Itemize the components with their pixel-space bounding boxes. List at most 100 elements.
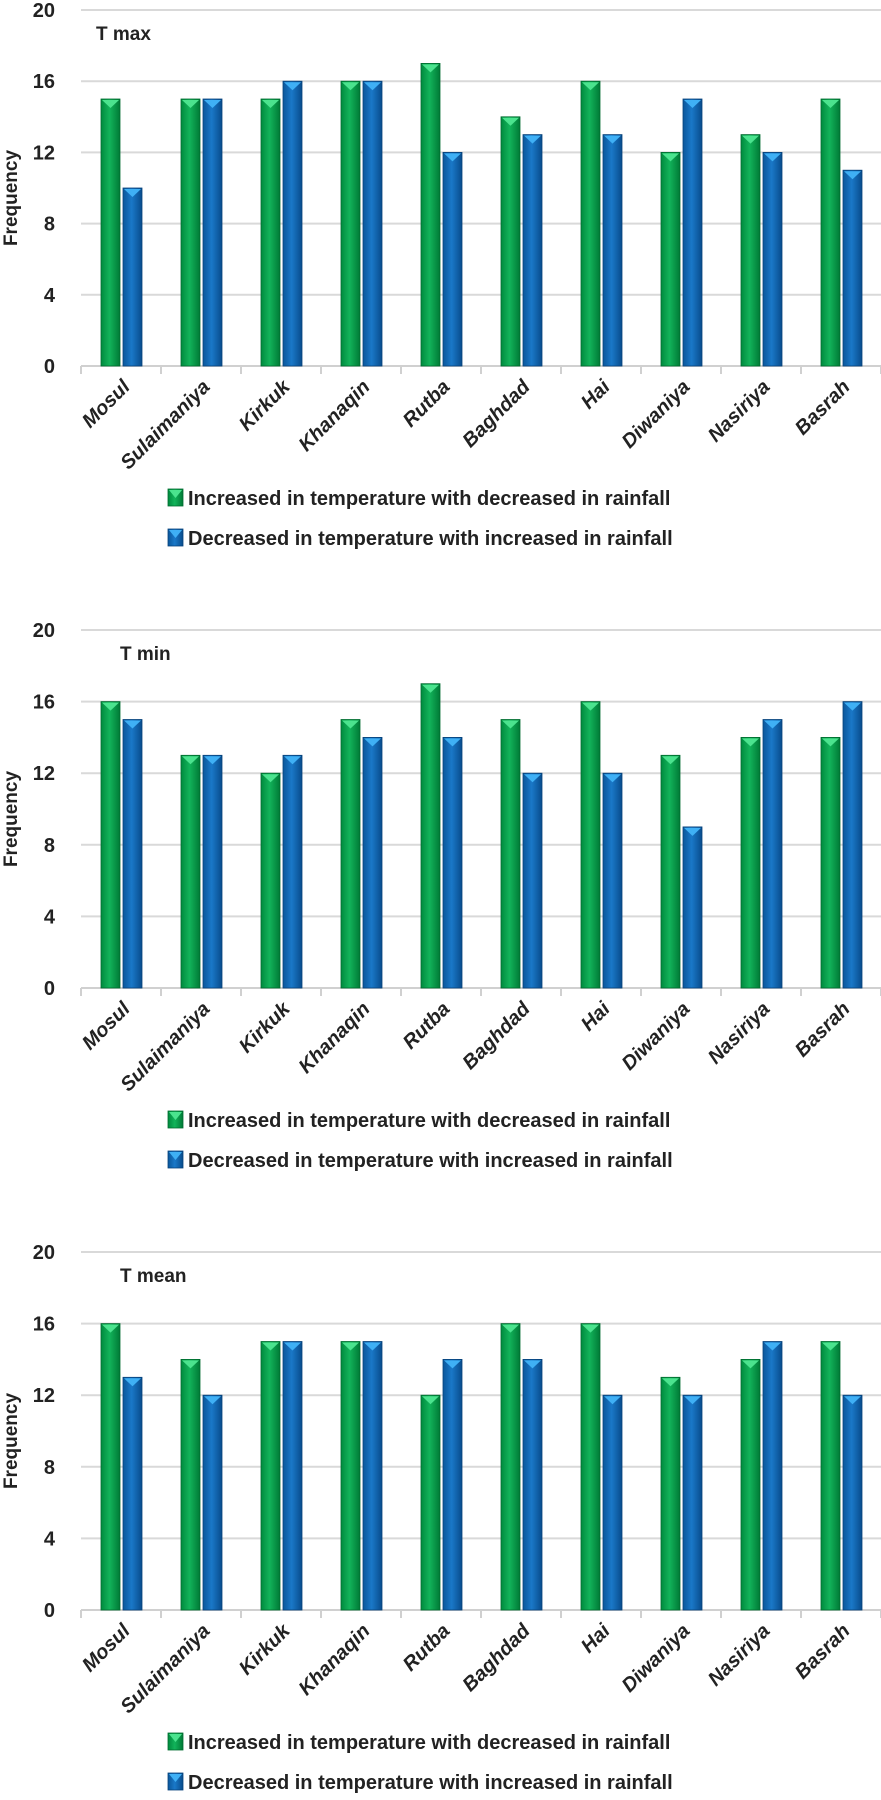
legend-item: Increased in temperature with decreased … — [167, 1732, 670, 1754]
bar-nasiriya-increased-temp — [740, 1359, 761, 1611]
y-tick-label: 0 — [44, 356, 55, 378]
legend-label: Increased in temperature with decreased … — [188, 488, 670, 510]
bar-rutba-increased-temp — [420, 1394, 441, 1611]
legend-item: Decreased in temperature with increased … — [167, 528, 673, 550]
x-tick-label: Hai — [577, 376, 615, 414]
bar-rutba-decreased-temp — [442, 1359, 463, 1611]
bar-diwaniya-increased-temp — [660, 1376, 681, 1611]
x-tick-label: Nasiriya — [704, 1620, 775, 1691]
bar-khanaqin-increased-temp — [340, 80, 361, 367]
x-tick-label: Khanaqin — [295, 998, 375, 1078]
y-tick-label: 8 — [44, 1457, 55, 1479]
bar-baghdad-decreased-temp — [522, 134, 543, 367]
bar-mosul-decreased-temp — [122, 1376, 143, 1611]
bar-hai-decreased-temp — [602, 772, 623, 989]
bar-nasiriya-increased-temp — [740, 134, 761, 367]
bar-khanaqin-increased-temp — [340, 719, 361, 989]
chart-title: T min — [120, 644, 171, 665]
bar-sulaimaniya-decreased-temp — [202, 98, 223, 367]
bar-nasiriya-increased-temp — [740, 737, 761, 989]
bar-kirkuk-decreased-temp — [282, 754, 303, 989]
x-tick-label: Rutba — [399, 376, 455, 432]
bar-basrah-decreased-temp — [842, 169, 863, 367]
bar-baghdad-decreased-temp — [522, 772, 543, 989]
x-tick-label: Diwaniya — [618, 376, 695, 453]
bar-khanaqin-decreased-temp — [362, 80, 383, 367]
bar-hai-increased-temp — [580, 80, 601, 367]
y-tick-label: 12 — [33, 142, 55, 164]
y-tick-label: 8 — [44, 214, 55, 236]
x-tick-label: Rutba — [399, 998, 455, 1054]
bar-diwaniya-decreased-temp — [682, 1394, 703, 1611]
x-tick-label: Basrah — [791, 1620, 855, 1684]
x-tick-label: Nasiriya — [704, 376, 775, 447]
bar-sulaimaniya-increased-temp — [180, 754, 201, 989]
bar-kirkuk-increased-temp — [260, 1341, 281, 1611]
x-tick-label: Diwaniya — [618, 998, 695, 1075]
x-tick-label: Kirkuk — [235, 1619, 295, 1679]
bar-nasiriya-decreased-temp — [762, 719, 783, 989]
y-tick-label: 0 — [44, 978, 55, 1000]
bar-rutba-decreased-temp — [442, 151, 463, 367]
bar-baghdad-increased-temp — [500, 1323, 521, 1611]
bar-sulaimaniya-increased-temp — [180, 98, 201, 367]
y-axis-label: Frequency — [1, 1393, 22, 1490]
x-tick-label: Kirkuk — [235, 375, 295, 435]
bar-basrah-increased-temp — [820, 1341, 841, 1611]
legend-item: Increased in temperature with decreased … — [167, 488, 670, 510]
bar-kirkuk-increased-temp — [260, 98, 281, 367]
chart-title: T mean — [120, 1266, 187, 1287]
bar-basrah-increased-temp — [820, 737, 841, 989]
y-tick-label: 12 — [33, 763, 55, 785]
x-tick-label: Khanaqin — [295, 376, 375, 456]
x-tick-label: Kirkuk — [235, 997, 295, 1057]
y-tick-label: 8 — [44, 835, 55, 857]
bar-mosul-decreased-temp — [122, 719, 143, 989]
x-tick-label: Hai — [577, 998, 615, 1036]
x-tick-label: Nasiriya — [704, 998, 775, 1069]
bar-diwaniya-increased-temp — [660, 151, 681, 367]
y-tick-label: 12 — [33, 1385, 55, 1407]
bar-hai-decreased-temp — [602, 134, 623, 367]
y-tick-label: 16 — [33, 692, 55, 714]
bar-sulaimaniya-increased-temp — [180, 1359, 201, 1611]
y-tick-label: 4 — [44, 906, 56, 928]
bar-kirkuk-decreased-temp — [282, 80, 303, 367]
bar-rutba-increased-temp — [420, 63, 441, 367]
legend-label: Decreased in temperature with increased … — [188, 1150, 673, 1172]
bar-sulaimaniya-decreased-temp — [202, 754, 223, 989]
chart-title: T max — [96, 24, 151, 45]
y-tick-label: 16 — [33, 1314, 55, 1336]
bar-diwaniya-increased-temp — [660, 754, 681, 989]
legend-label: Decreased in temperature with increased … — [188, 528, 673, 550]
legend-label: Increased in temperature with decreased … — [188, 1110, 670, 1132]
bar-mosul-increased-temp — [100, 98, 121, 367]
bar-diwaniya-decreased-temp — [682, 98, 703, 367]
legend-item: Decreased in temperature with increased … — [167, 1772, 673, 1794]
y-tick-label: 0 — [44, 1600, 55, 1622]
bar-rutba-increased-temp — [420, 683, 441, 989]
bar-hai-decreased-temp — [602, 1394, 623, 1611]
x-tick-label: Basrah — [791, 998, 855, 1062]
bar-hai-increased-temp — [580, 1323, 601, 1611]
y-axis-label: Frequency — [1, 150, 22, 247]
x-tick-label: Khanaqin — [295, 1620, 375, 1700]
bar-mosul-decreased-temp — [122, 187, 143, 367]
y-tick-label: 20 — [33, 0, 55, 22]
bar-diwaniya-decreased-temp — [682, 826, 703, 989]
x-tick-label: Mosul — [78, 998, 135, 1055]
bar-khanaqin-increased-temp — [340, 1341, 361, 1611]
bar-baghdad-increased-temp — [500, 719, 521, 989]
bar-nasiriya-decreased-temp — [762, 151, 783, 367]
y-tick-label: 4 — [44, 285, 56, 307]
bar-basrah-increased-temp — [820, 98, 841, 367]
x-tick-label: Rutba — [399, 1620, 455, 1676]
legend-item: Decreased in temperature with increased … — [167, 1150, 673, 1172]
x-tick-label: Baghdad — [458, 997, 535, 1074]
bar-nasiriya-decreased-temp — [762, 1341, 783, 1611]
bar-mosul-increased-temp — [100, 701, 121, 989]
